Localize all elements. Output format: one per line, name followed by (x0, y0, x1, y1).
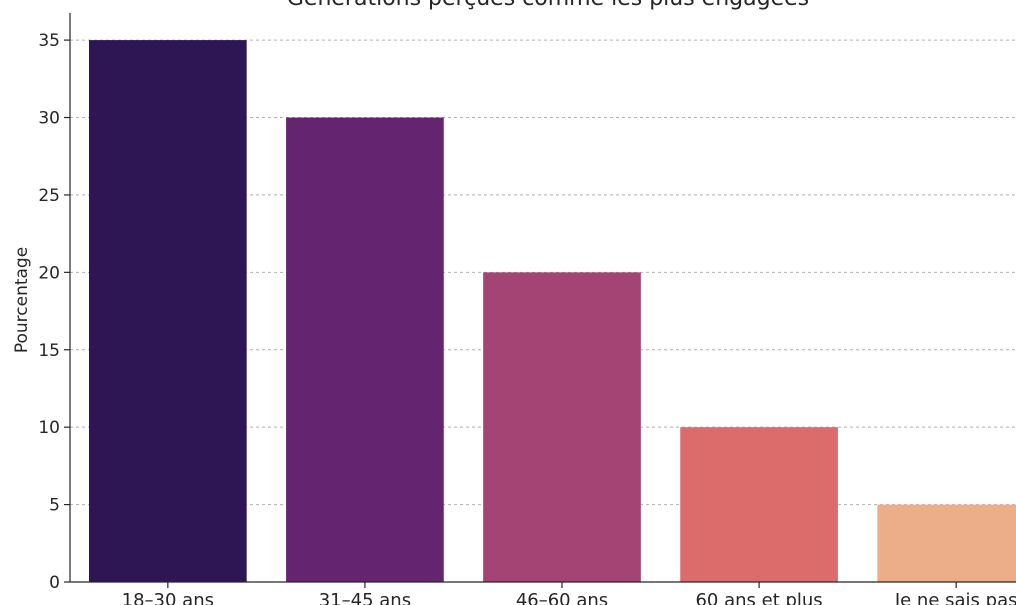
y-tick-label: 5 (49, 496, 60, 516)
y-tick-label: 10 (38, 418, 60, 438)
axis-layer: 0 5 10 15 20 25 30 35 18–30 ans 31–45 ans 46–60 an… (38, 13, 1016, 605)
x-tick-label: 31–45 ans (319, 590, 411, 605)
y-tick-label: 15 (38, 341, 60, 361)
y-tick-label: 20 (38, 263, 60, 283)
x-tick-label: 60 ans et plus (695, 590, 822, 605)
y-axis-label: Pourcentage (12, 247, 32, 353)
x-tick-label: 46–60 ans (516, 590, 608, 605)
y-tick-label: 0 (49, 573, 60, 593)
bar (680, 427, 838, 582)
x-tick-label: 18–30 ans (122, 590, 214, 605)
bar (286, 117, 444, 583)
x-tick-label: Je ne sais pas (894, 590, 1016, 605)
bar (483, 272, 641, 582)
chart-title: Générations perçues comme les plus engag… (287, 0, 809, 11)
y-tick-label: 25 (38, 186, 60, 206)
bar (89, 40, 247, 583)
y-tick-label: 30 (38, 109, 60, 129)
bar-layer (89, 40, 1016, 583)
bar (877, 504, 1016, 582)
y-tick-label: 35 (38, 31, 60, 51)
